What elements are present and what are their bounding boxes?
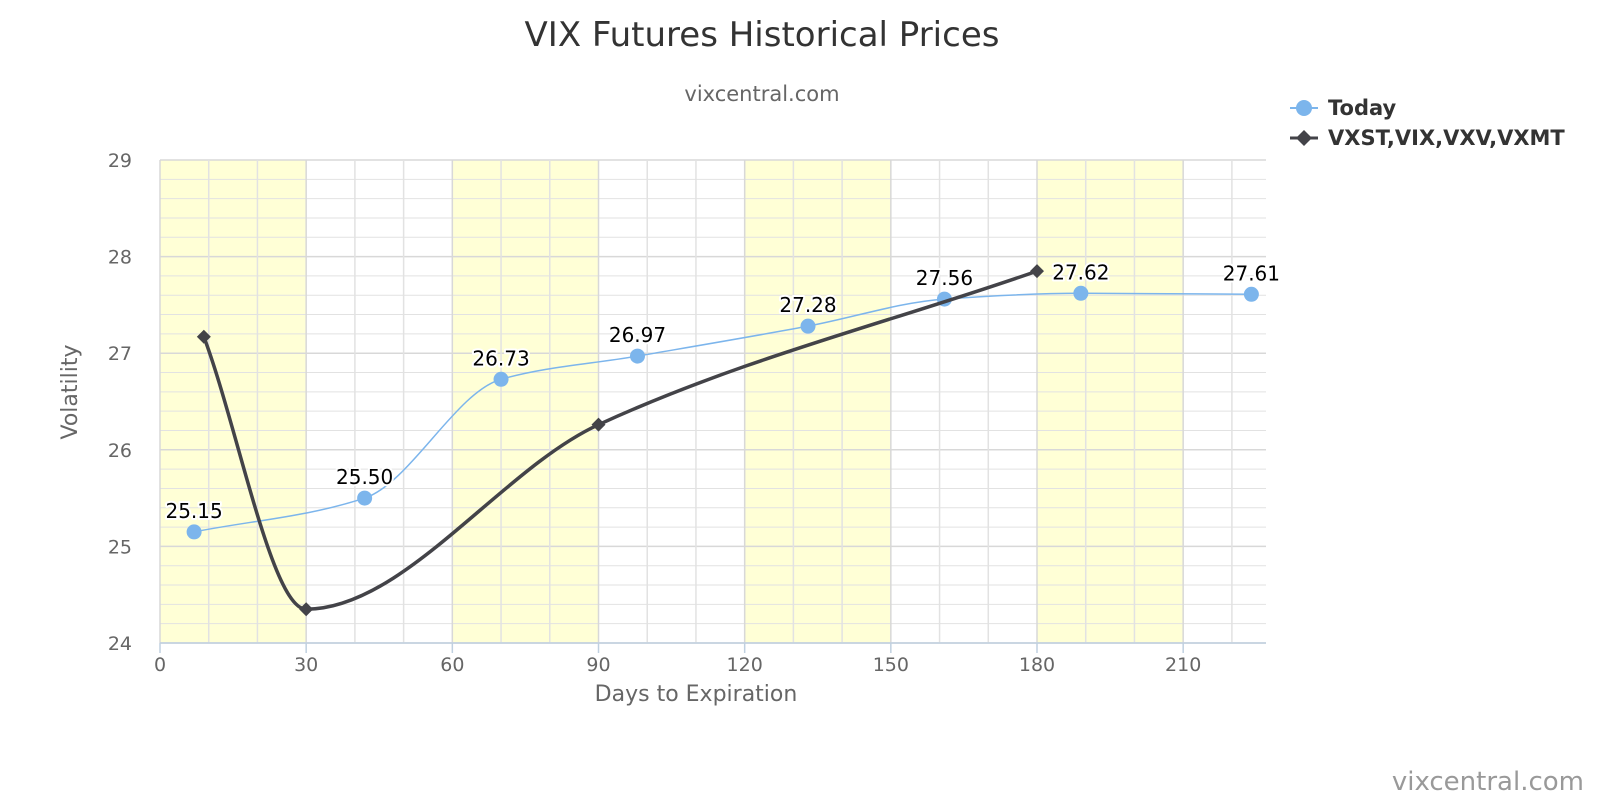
legend-diamond-icon: [1296, 130, 1312, 146]
data-label: 26.73: [472, 346, 529, 370]
credits[interactable]: vixcentral.com: [1392, 767, 1584, 797]
legend-label-vxst-vix-vxv-vxmt: VXST,VIX,VXV,VXMT: [1328, 126, 1565, 150]
legend: Today VXST,VIX,VXV,VXMT: [1290, 96, 1565, 150]
data-label: 27.61: [1223, 261, 1280, 285]
y-tick-label: 29: [108, 150, 132, 172]
data-point: [186, 524, 202, 540]
x-tick-label: 0: [154, 654, 166, 676]
y-tick-label: 24: [108, 633, 132, 655]
y-axis-title: Volatility: [58, 344, 83, 439]
highlight-band: [452, 160, 599, 643]
data-point: [1073, 285, 1089, 301]
series-line-vxst-vix-vxv-vxmt: [202, 269, 1038, 611]
highlight-band: [160, 160, 307, 643]
y-tick-label: 28: [108, 247, 132, 269]
x-tick-label: 60: [440, 654, 464, 676]
data-point: [591, 417, 606, 432]
data-point: [1030, 264, 1045, 279]
legend-label-today: Today: [1328, 96, 1397, 120]
data-point: [800, 318, 816, 334]
legend-item-vxst-vix-vxv-vxmt[interactable]: VXST,VIX,VXV,VXMT: [1290, 126, 1565, 150]
x-tick-label: 210: [1165, 654, 1201, 676]
y-tick-label: 25: [108, 536, 132, 558]
data-point: [1243, 286, 1259, 302]
highlight-band: [1037, 160, 1184, 643]
data-point: [196, 329, 211, 344]
x-tick-label: 120: [727, 654, 763, 676]
legend-item-today[interactable]: Today: [1290, 96, 1397, 120]
axes: 0 30 60 90 120 150 180 210 24 25 26 27 28 29: [108, 150, 1266, 676]
x-tick-label: 180: [1019, 654, 1055, 676]
legend-circle-icon: [1296, 100, 1312, 116]
x-tick-label: 90: [586, 654, 610, 676]
data-label: 26.97: [609, 323, 666, 347]
data-point: [629, 348, 645, 364]
data-labels: 25.15 25.50 26.73 26.97 27.28 27.56 27.62 27.61: [163, 258, 1282, 525]
data-label: 25.50: [336, 465, 393, 489]
data-point: [493, 371, 509, 387]
chart-subtitle: vixcentral.com: [684, 82, 839, 106]
data-label: 27.28: [779, 293, 836, 317]
series-lines: [186, 264, 1259, 617]
series-line-today: [193, 292, 1252, 533]
highlight-band: [744, 160, 891, 643]
data-label: 25.15: [165, 499, 222, 523]
grid: [159, 159, 1266, 644]
data-label: 27.62: [1052, 260, 1109, 284]
x-axis-title: Days to Expiration: [595, 682, 798, 707]
data-label: 27.56: [916, 266, 973, 290]
chart-title: VIX Futures Historical Prices: [525, 15, 1000, 55]
data-point: [357, 490, 373, 506]
y-tick-label: 26: [108, 440, 132, 462]
highlight-bands: [160, 160, 1184, 643]
data-point: [299, 602, 314, 617]
y-tick-label: 27: [108, 343, 132, 365]
x-tick-label: 150: [873, 654, 909, 676]
x-tick-label: 30: [294, 654, 318, 676]
